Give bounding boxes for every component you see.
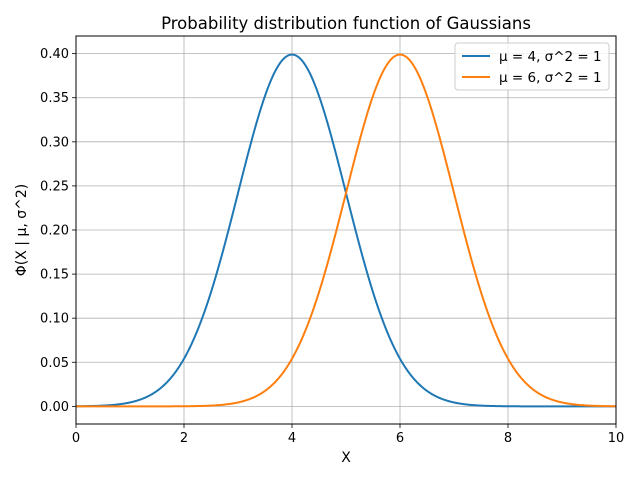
x-axis-label: X <box>341 450 351 466</box>
y-tick-label: 0.20 <box>40 224 69 239</box>
x-tick-label: 4 <box>288 431 296 446</box>
x-tick-label: 10 <box>608 431 625 446</box>
legend: μ = 4, σ^2 = 1 μ = 6, σ^2 = 1 <box>454 42 610 91</box>
y-tick-label: 0.15 <box>40 268 69 283</box>
grid <box>75 36 617 424</box>
y-axis-label: Φ(X | μ, σ^2) <box>14 184 30 276</box>
x-tick-label: 6 <box>396 431 404 446</box>
x-axis-ticks: 0 2 4 6 8 10 <box>72 424 624 446</box>
x-tick-label: 2 <box>180 431 188 446</box>
chart-title: Probability distribution function of Gau… <box>161 14 531 33</box>
y-tick-label: 0.00 <box>40 400 69 415</box>
legend-box <box>454 42 610 91</box>
series-line-2 <box>76 53 617 408</box>
y-tick-label: 0.25 <box>40 179 69 194</box>
y-tick-label: 0.30 <box>40 135 69 150</box>
y-tick-label: 0.40 <box>40 47 69 62</box>
y-tick-label: 0.10 <box>40 312 69 327</box>
plot-lines <box>75 53 617 408</box>
x-tick-label: 8 <box>504 431 512 446</box>
x-tick-label: 0 <box>72 431 80 446</box>
legend-label-series-2: μ = 6, σ^2 = 1 <box>499 70 602 86</box>
legend-label-series-1: μ = 4, σ^2 = 1 <box>499 49 602 65</box>
y-tick-label: 0.05 <box>40 356 69 371</box>
y-axis-ticks: 0.00 0.05 0.10 0.15 0.20 0.25 0.30 0.35 0.40 <box>40 47 76 415</box>
y-tick-label: 0.35 <box>40 91 69 106</box>
